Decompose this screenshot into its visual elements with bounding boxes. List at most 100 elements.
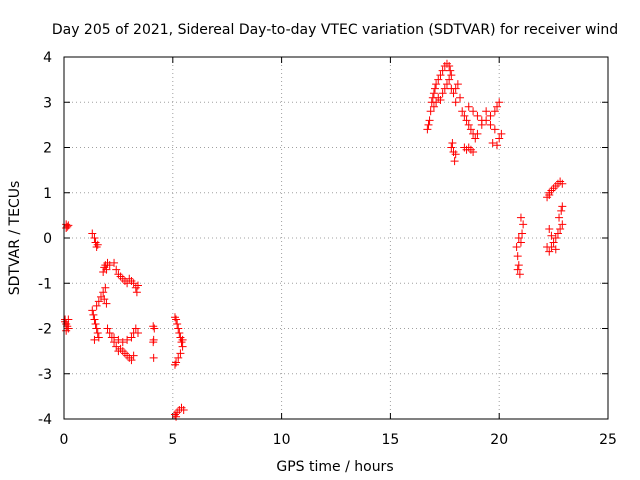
data-point [547, 243, 556, 252]
y-tick-label: -2 [38, 322, 52, 338]
data-point [88, 229, 97, 238]
chart-title: Day 205 of 2021, Sidereal Day-to-day VTE… [52, 22, 618, 38]
data-point [90, 335, 99, 344]
data-point [170, 410, 179, 419]
data-point [116, 344, 125, 353]
data-point [462, 116, 471, 125]
data-point [497, 129, 506, 138]
data-point [123, 335, 132, 344]
data-point [133, 329, 142, 338]
data-point [62, 326, 71, 335]
data-point [170, 313, 179, 322]
data-point [477, 116, 486, 125]
data-point [456, 93, 465, 102]
data-point [486, 120, 495, 129]
data-point [131, 324, 140, 333]
y-tick-label: 3 [43, 95, 52, 111]
data-point [173, 319, 182, 328]
data-point [114, 335, 123, 344]
data-point [423, 125, 432, 134]
data-point [464, 120, 473, 129]
x-tick-label: 10 [273, 432, 291, 448]
data-point [149, 338, 158, 347]
data-point [473, 129, 482, 138]
data-point [125, 353, 134, 362]
data-point [514, 234, 523, 242]
data-point [149, 322, 158, 331]
data-point [172, 315, 181, 324]
data-point [469, 107, 478, 116]
data-point [426, 107, 435, 116]
data-point [64, 315, 73, 324]
y-tick-label: 4 [43, 50, 52, 66]
y-tick-label: -4 [38, 412, 52, 428]
data-point [114, 270, 123, 279]
data-point [170, 360, 179, 369]
data-point [176, 349, 185, 358]
x-tick-label: 20 [490, 432, 508, 448]
data-point [447, 143, 456, 152]
data-point [105, 261, 114, 270]
data-point [110, 258, 119, 267]
x-tick-label: 5 [168, 432, 177, 448]
y-axis-title: SDTVAR / TECUs [7, 181, 23, 296]
data-point [92, 324, 101, 333]
data-point [101, 283, 110, 292]
data-point [112, 342, 121, 351]
data-point [466, 125, 475, 134]
data-point [495, 134, 504, 143]
data-point [545, 247, 554, 256]
data-point [448, 138, 457, 147]
data-point [545, 191, 554, 200]
data-point [445, 75, 454, 84]
x-axis-ticks: 0 5 10 15 20 25 [60, 57, 617, 448]
data-point [449, 89, 458, 98]
data-point [473, 111, 482, 120]
data-point [451, 150, 460, 159]
data-point [556, 177, 565, 186]
data-point [557, 206, 566, 215]
data-point [555, 213, 564, 222]
data-point [446, 66, 455, 75]
data-point [93, 329, 102, 338]
data-point [445, 62, 454, 71]
data-point [460, 111, 469, 120]
data-point [112, 265, 121, 274]
data-point [515, 270, 524, 279]
data-point [438, 66, 447, 75]
data-point [173, 408, 182, 417]
data-point [105, 329, 114, 338]
data-point [91, 319, 100, 328]
data-point [486, 111, 495, 120]
data-point [436, 95, 445, 104]
plot-border [63, 56, 609, 420]
data-point [545, 224, 554, 233]
data-point [177, 403, 186, 412]
y-axis-ticks: -4 -3 -2 -1 0 1 2 3 4 [38, 50, 608, 428]
data-point [490, 125, 499, 134]
data-point [493, 141, 502, 150]
data-point [516, 213, 525, 222]
data-point [558, 202, 567, 211]
y-tick-label: 0 [43, 231, 52, 247]
x-tick-label: 15 [381, 432, 399, 448]
data-point [120, 349, 129, 358]
data-point [129, 351, 138, 360]
data-point [482, 107, 491, 116]
data-point [63, 222, 72, 231]
data-point [116, 272, 125, 281]
data-point [549, 184, 558, 193]
data-point [150, 324, 159, 333]
data-point [434, 75, 443, 84]
data-point [464, 143, 473, 152]
data-point [178, 335, 187, 344]
data-point [442, 80, 451, 89]
data-point [94, 297, 103, 306]
data-point [178, 342, 187, 351]
data-point [551, 181, 560, 190]
data-point [177, 338, 186, 347]
x-axis-title: GPS time / hours [276, 459, 393, 475]
data-point [129, 279, 138, 288]
data-point [513, 265, 522, 274]
data-point [543, 193, 552, 202]
